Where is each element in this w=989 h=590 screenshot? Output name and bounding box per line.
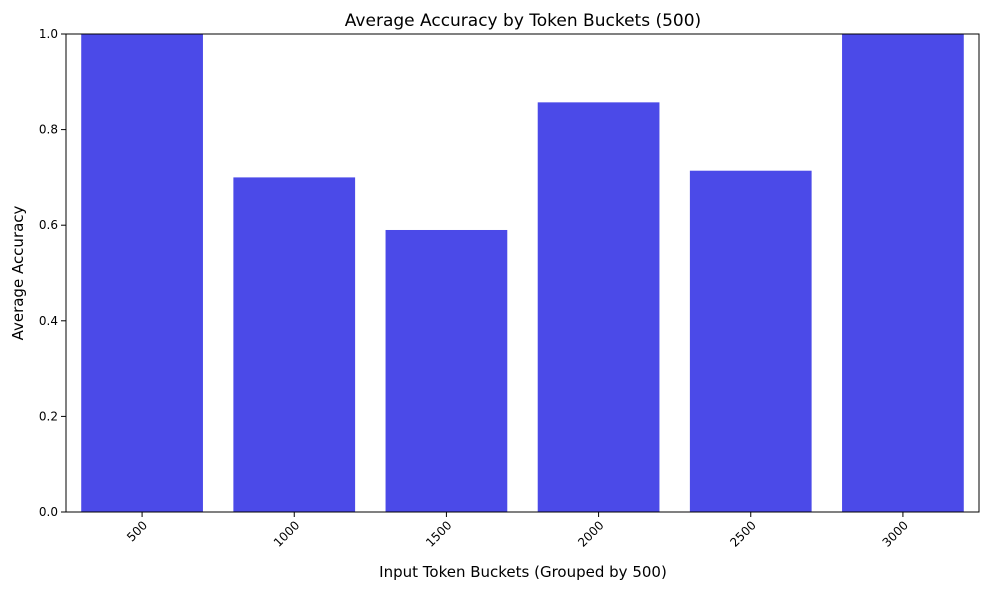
y-tick-label: 0.2 [39, 409, 58, 423]
y-axis-ticks: 0.0 0.2 0.4 0.6 0.8 1.0 [39, 27, 66, 519]
y-tick-label: 0.0 [39, 505, 58, 519]
x-axis-label: Input Token Buckets (Grouped by 500) [379, 563, 667, 581]
bars-group [81, 34, 964, 513]
x-tick-label: 500 [124, 518, 150, 544]
x-tick-label: 1000 [271, 518, 302, 549]
bar-2000 [537, 102, 660, 512]
y-tick-label: 0.8 [39, 123, 58, 137]
bar-1500 [385, 229, 508, 513]
chart-title: Average Accuracy by Token Buckets (500) [345, 11, 701, 31]
bar-500 [81, 34, 203, 512]
x-tick-label: 2000 [575, 518, 606, 549]
y-tick-label: 1.0 [39, 27, 58, 41]
bar-1000 [233, 177, 356, 512]
x-axis-ticks: 500 1000 1500 2000 2500 3000 [124, 512, 911, 550]
bar-3000 [842, 34, 964, 512]
y-axis-label: Average Accuracy [9, 205, 27, 340]
x-tick-label: 3000 [880, 518, 911, 549]
x-tick-label: 1500 [423, 518, 454, 549]
plot-frame [65, 33, 980, 513]
y-tick-label: 0.4 [39, 314, 58, 328]
bar-2500 [689, 170, 812, 512]
y-tick-label: 0.6 [39, 218, 58, 232]
x-tick-label: 2500 [727, 518, 758, 549]
